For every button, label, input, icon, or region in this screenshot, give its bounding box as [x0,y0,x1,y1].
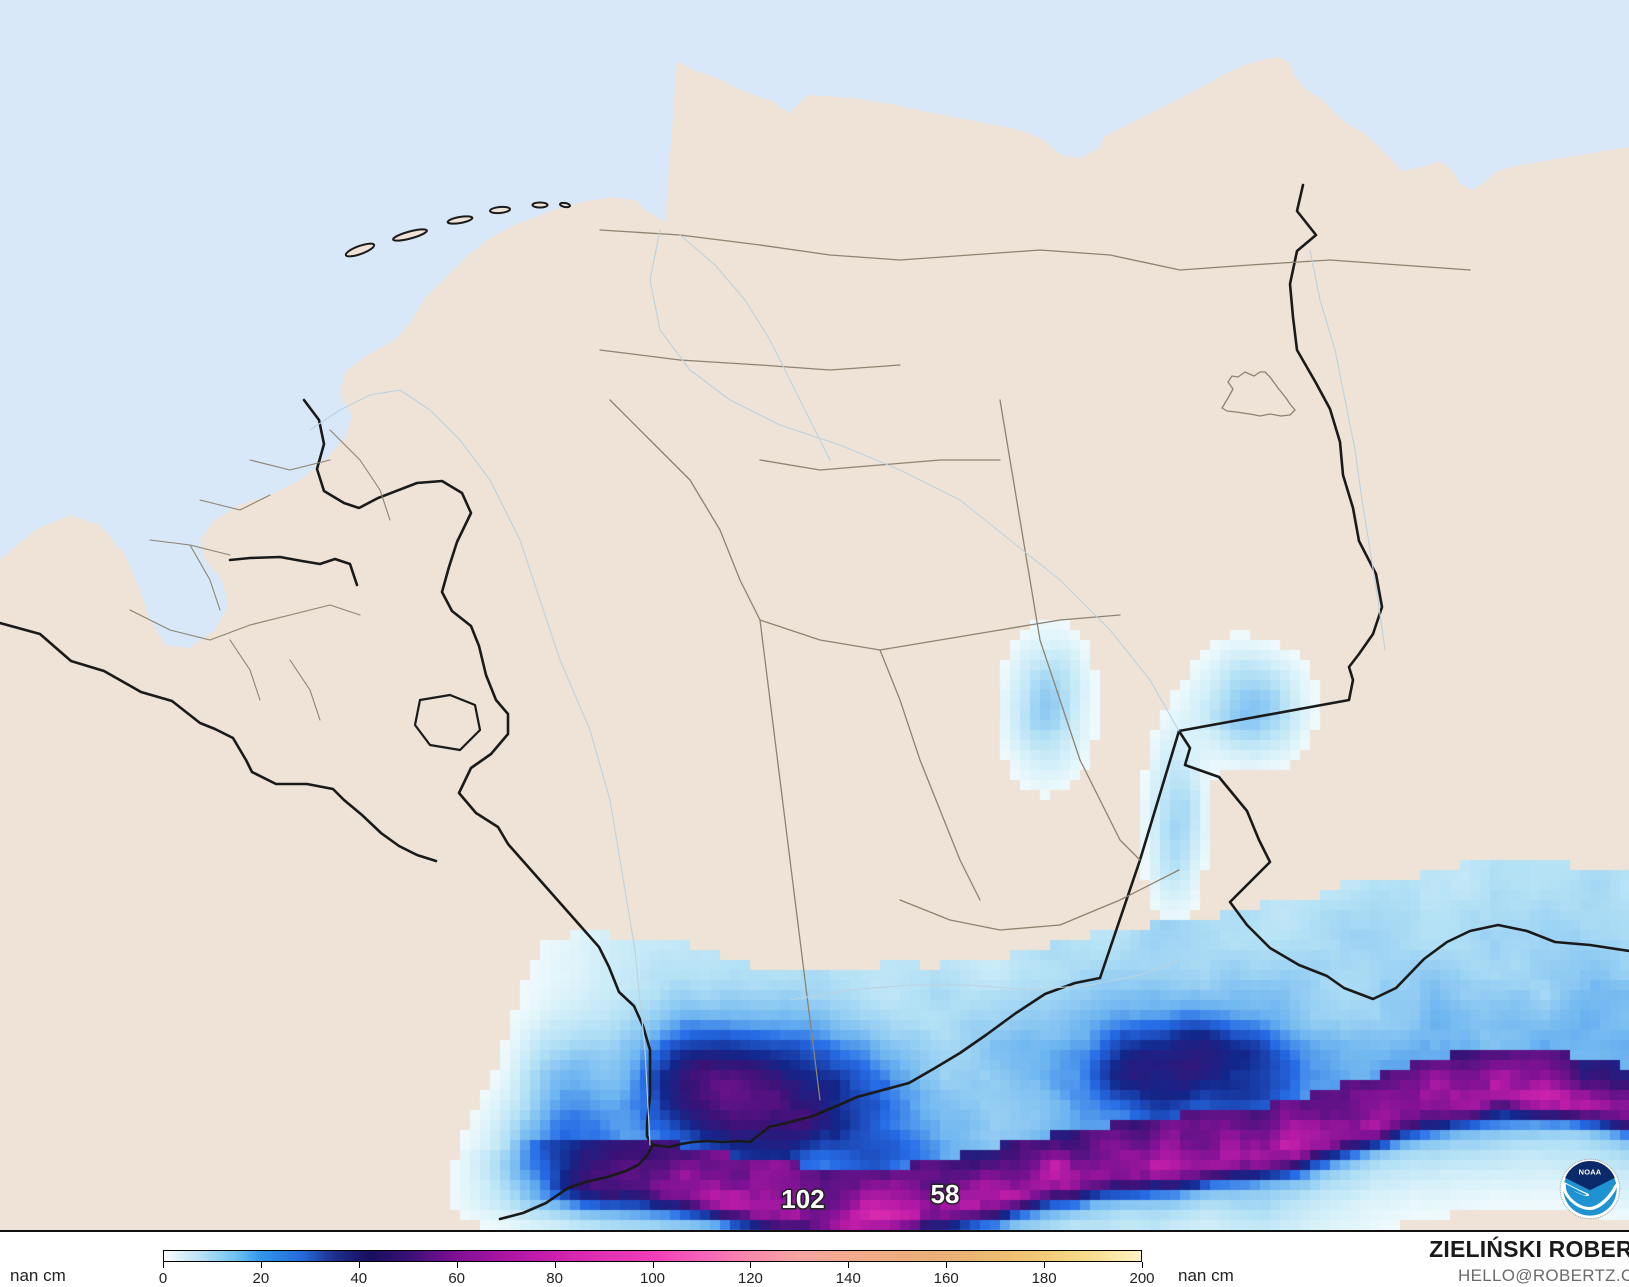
svg-text:58: 58 [931,1179,960,1209]
svg-text:NOAA: NOAA [1579,1168,1602,1177]
svg-text:102: 102 [781,1184,824,1214]
